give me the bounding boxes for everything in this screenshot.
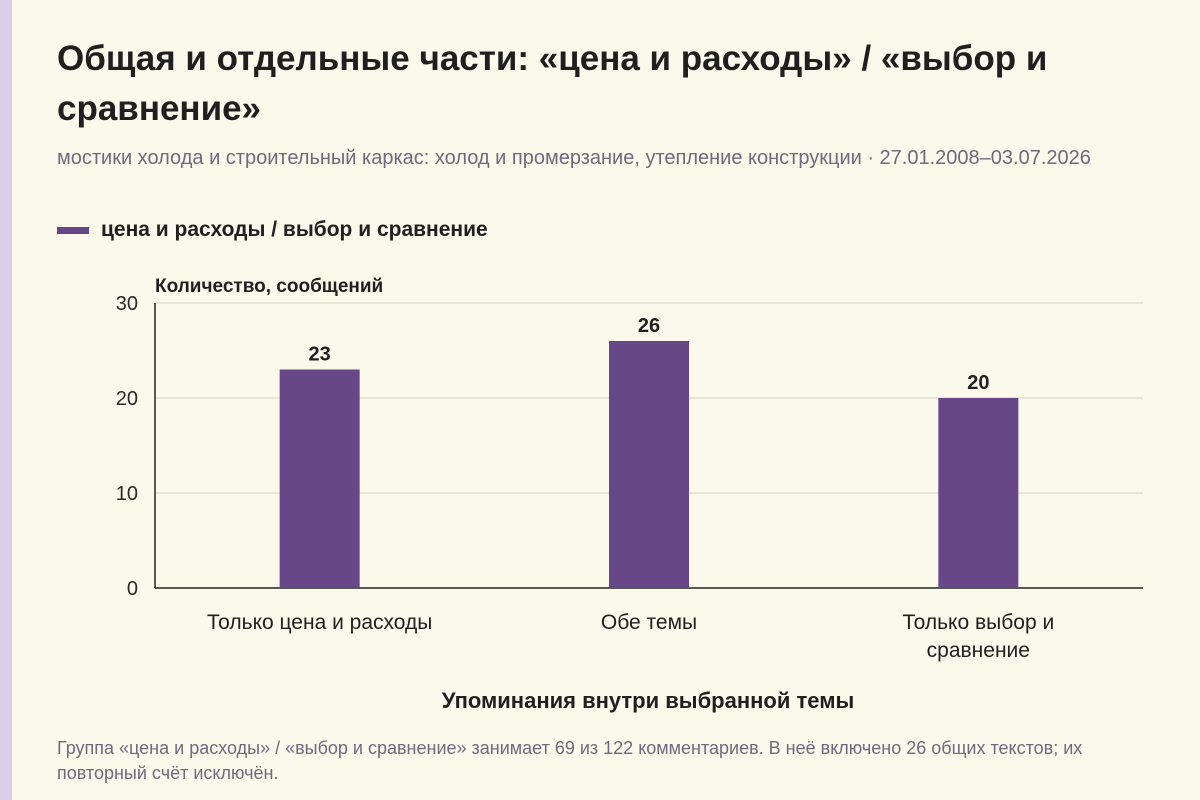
y-tick-label: 30 [116,293,138,315]
bar [609,341,689,588]
data-label: 26 [638,315,660,337]
y-axis-label: Количество, сообщений [155,276,383,297]
left-accent-strip [0,0,12,800]
x-tick-label: Только цена и расходы [207,611,432,634]
y-tick-label: 0 [127,578,138,600]
bar [279,369,360,588]
x-tick-label: Только выбор и сравнение [902,611,1054,662]
data-label: 20 [967,372,989,394]
bar [938,398,1019,588]
legend-label: цена и расходы / выбор и сравнение [101,218,488,241]
x-tick-label: Обе темы [601,611,697,634]
chart-subtitle: мостики холода и строительный каркас: хо… [57,147,1091,169]
chart-footnote: Группа «цена и расходы» / «выбор и сравн… [57,738,1083,783]
data-label: 23 [309,344,331,366]
y-tick-label: 10 [116,483,138,505]
legend: цена и расходы / выбор и сравнение [57,218,488,242]
chart-title: Общая и отдельные части: «цена и расходы… [57,39,1048,128]
y-tick-label: 20 [116,388,138,410]
x-axis-label: Упоминания внутри выбранной темы [442,688,855,713]
legend-swatch [57,226,89,234]
